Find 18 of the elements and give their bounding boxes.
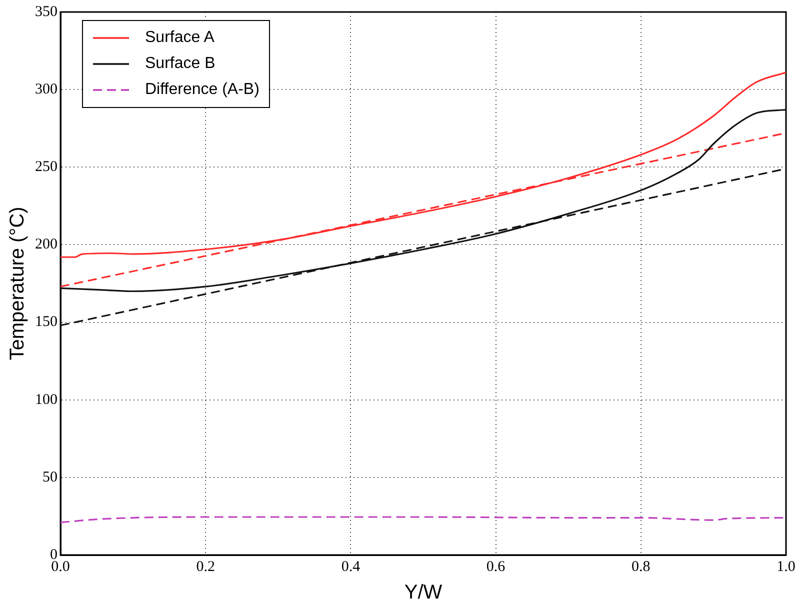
x-tick-label: 1.0: [776, 558, 796, 575]
y-tick-label: 200: [35, 236, 58, 253]
y-tick-label: 350: [35, 4, 58, 20]
y-tick-label: 250: [35, 159, 58, 176]
x-tick-label: 0.2: [196, 558, 215, 575]
x-tick-label: 0.6: [486, 558, 506, 575]
x-axis-title: Y/W: [404, 582, 442, 604]
y-tick-label: 100: [35, 392, 58, 408]
x-tick-label: 0.4: [341, 558, 361, 575]
y-axis-title: Temperature (°C): [6, 206, 29, 360]
legend-label: Surface B: [145, 55, 216, 73]
y-tick-label: 150: [35, 314, 58, 330]
legend-label: Difference (A-B): [145, 81, 260, 99]
legend-label: Surface A: [145, 29, 214, 47]
y-tick-label: 300: [35, 82, 58, 98]
x-tick-label: 0.8: [632, 558, 650, 575]
y-tick-label: 50: [42, 469, 58, 486]
x-tick-label: 0.0: [51, 558, 70, 575]
